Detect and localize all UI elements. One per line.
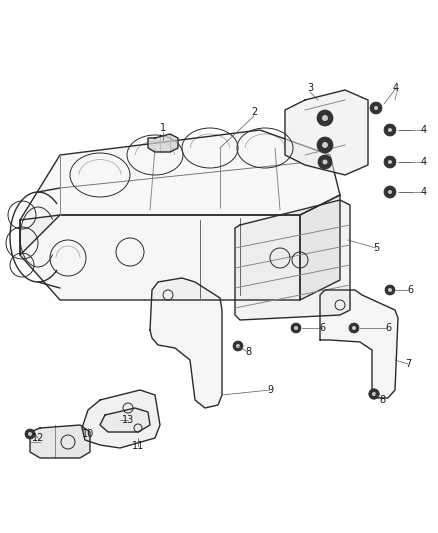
Text: 13: 13 <box>122 415 134 425</box>
Circle shape <box>233 341 243 351</box>
Circle shape <box>318 155 332 169</box>
Circle shape <box>349 323 359 333</box>
Text: 8: 8 <box>245 347 251 357</box>
Circle shape <box>388 288 392 292</box>
Circle shape <box>322 142 328 148</box>
Circle shape <box>388 160 392 164</box>
Polygon shape <box>82 390 160 448</box>
Circle shape <box>385 285 395 295</box>
Circle shape <box>384 156 396 168</box>
Circle shape <box>294 326 298 330</box>
Text: 4: 4 <box>421 125 427 135</box>
Circle shape <box>384 186 396 198</box>
Text: 12: 12 <box>32 433 44 443</box>
Text: 4: 4 <box>421 187 427 197</box>
Circle shape <box>372 392 376 396</box>
Text: 9: 9 <box>267 385 273 395</box>
Text: 7: 7 <box>405 359 411 369</box>
Text: 2: 2 <box>251 107 257 117</box>
Text: 6: 6 <box>319 323 325 333</box>
Circle shape <box>25 429 35 439</box>
Circle shape <box>370 102 382 114</box>
Polygon shape <box>100 408 150 432</box>
Circle shape <box>369 389 379 399</box>
Circle shape <box>317 110 333 126</box>
Circle shape <box>236 344 240 348</box>
Text: 4: 4 <box>393 83 399 93</box>
Circle shape <box>352 326 356 330</box>
Circle shape <box>374 106 378 110</box>
Polygon shape <box>30 425 90 458</box>
Text: 6: 6 <box>407 285 413 295</box>
Polygon shape <box>20 130 340 255</box>
Text: 4: 4 <box>421 157 427 167</box>
Circle shape <box>388 128 392 132</box>
Text: 10: 10 <box>82 429 94 439</box>
Text: 8: 8 <box>379 395 385 405</box>
Polygon shape <box>235 200 350 320</box>
Polygon shape <box>320 290 398 398</box>
Polygon shape <box>148 134 178 152</box>
Circle shape <box>322 159 328 165</box>
Circle shape <box>28 432 32 436</box>
Text: 6: 6 <box>385 323 391 333</box>
Polygon shape <box>20 215 300 300</box>
Text: 1: 1 <box>160 123 166 133</box>
Polygon shape <box>150 278 222 408</box>
Text: 5: 5 <box>373 243 379 253</box>
Polygon shape <box>300 195 340 300</box>
Circle shape <box>291 323 301 333</box>
Circle shape <box>384 124 396 136</box>
Text: 11: 11 <box>132 441 144 451</box>
Text: 3: 3 <box>307 83 313 93</box>
Circle shape <box>388 190 392 194</box>
Polygon shape <box>285 90 368 175</box>
Circle shape <box>322 115 328 121</box>
Circle shape <box>317 137 333 153</box>
